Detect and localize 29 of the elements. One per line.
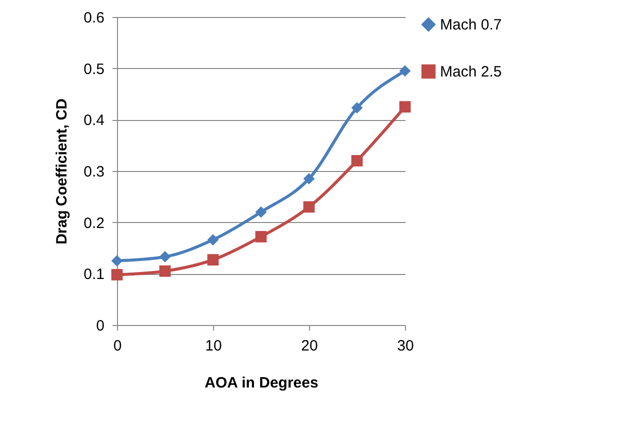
x-tick-label: 20: [301, 338, 318, 354]
point: [207, 234, 219, 246]
point: [207, 254, 219, 266]
y-tick-label: 0.2: [84, 214, 104, 232]
y-tick-label: 0.6: [84, 10, 104, 26]
x-tick-label: 0: [113, 338, 122, 354]
point: [111, 255, 123, 267]
point: [159, 265, 171, 277]
point: [159, 251, 171, 262]
point: [303, 173, 315, 184]
y-tick-label: 0.3: [84, 164, 104, 180]
x-tick-label: 10: [205, 338, 222, 354]
y-tick-label: 0.5: [84, 60, 104, 78]
point: [255, 231, 267, 242]
point: [303, 201, 315, 213]
y-axis-title: Drag Coefficient, CD: [54, 98, 71, 244]
point: [399, 101, 411, 113]
x-axis-title: AOA in Degrees: [204, 374, 318, 392]
point: [351, 102, 363, 114]
legend-label: Mach 0.7: [440, 16, 502, 34]
y-tick-label: 0.1: [84, 266, 104, 284]
point: [351, 155, 363, 166]
y-tick-label: 0.4: [84, 112, 104, 130]
x-tick-label: 30: [397, 338, 414, 354]
y-tick-label: 0: [96, 318, 104, 334]
point: [399, 65, 411, 77]
legend-label: Mach 2.5: [440, 64, 502, 80]
point: [111, 268, 123, 280]
point: [255, 206, 267, 218]
